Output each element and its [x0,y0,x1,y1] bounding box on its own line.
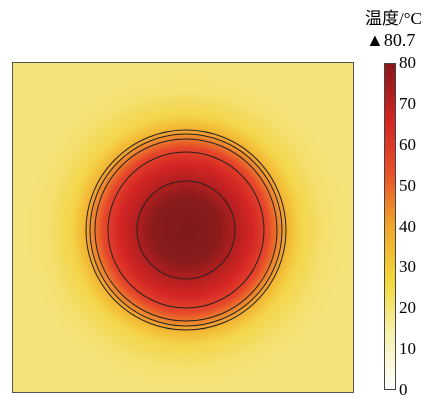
colorbar [384,63,396,390]
colorbar-max-value: 80.7 [383,30,416,50]
colorbar-tick-label: 20 [399,298,416,318]
contour-36 [89,133,283,327]
contour-80 [136,180,236,280]
heat-gradient [13,63,353,392]
colorbar-title: 温度/°C [365,9,422,28]
max-marker-icon: ▲ [366,30,384,50]
colorbar-tick-label: 30 [399,257,416,277]
temperature-field [13,63,353,392]
plot-frame [12,62,354,393]
colorbar-tick-label: 60 [399,134,416,154]
contour-33 [85,129,287,331]
contour-60 [107,151,265,309]
colorbar-tick-label: 80 [399,53,416,72]
colorbar-max-label: ▲80.7 [366,30,415,51]
colorbar-tick-label: 0 [399,380,408,399]
colorbar-tick-label: 70 [399,93,416,113]
colorbar-tick-label: 50 [399,175,416,195]
colorbar-tick-label: 10 [399,339,416,359]
contour-40 [94,138,278,322]
colorbar-tick-label: 40 [399,216,416,236]
